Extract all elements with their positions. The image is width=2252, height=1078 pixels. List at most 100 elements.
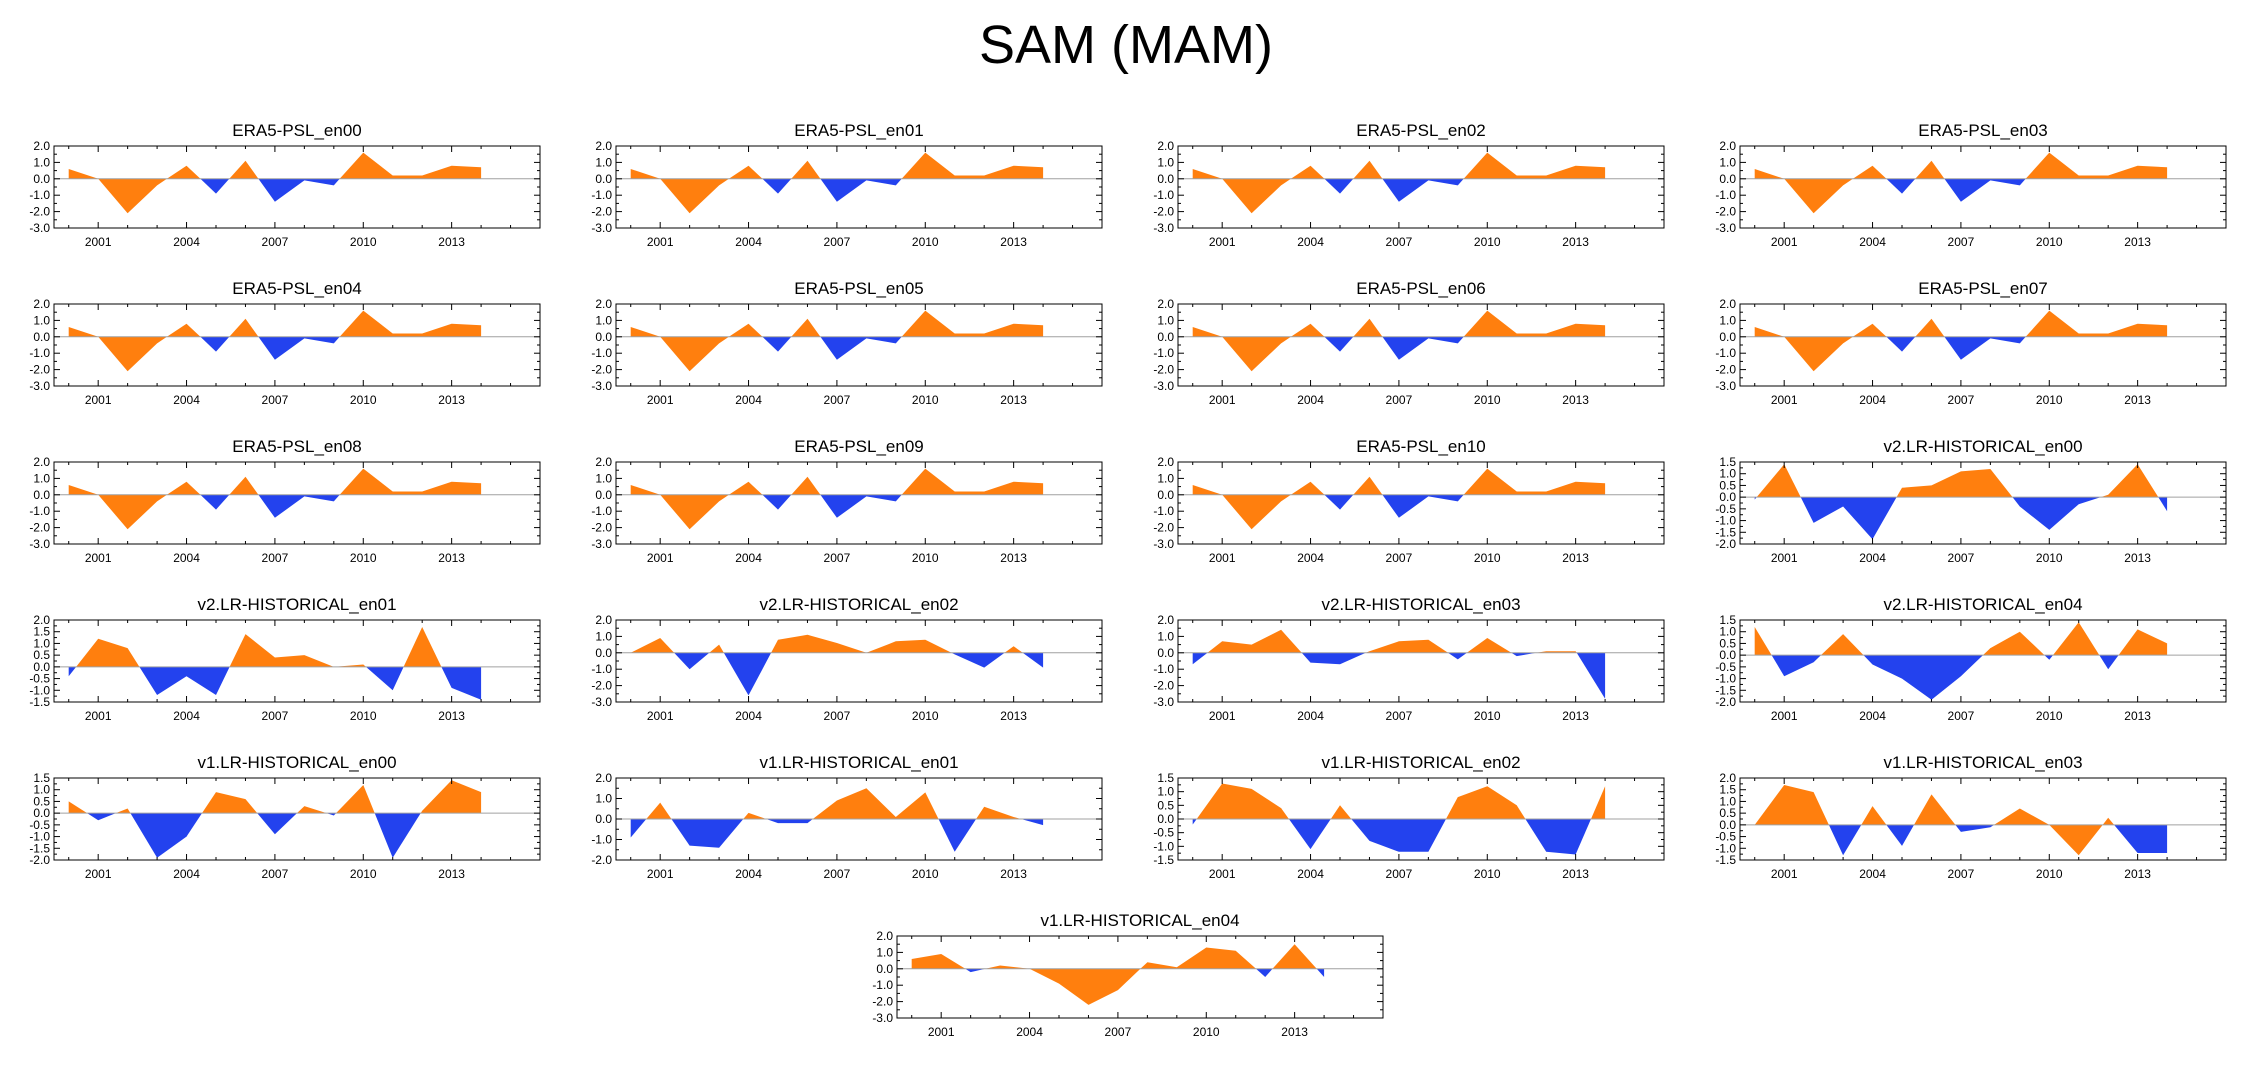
negative-anomaly-area bbox=[965, 968, 986, 973]
positive-anomaly-area bbox=[202, 792, 258, 814]
chart-panel: ERA5-PSL_en09 2.0 1.0 0.0 -1.0 -2.0 -3.0 2001 20… bbox=[591, 437, 1103, 565]
positive-anomaly-area bbox=[1290, 323, 1325, 337]
chart-panel: ERA5-PSL_en05 2.0 1.0 0.0 -1.0 -2.0 -3.0 2001 20… bbox=[591, 279, 1103, 407]
x-tick-label: 2004 bbox=[1297, 867, 1324, 881]
x-tick-label: 2007 bbox=[824, 867, 851, 881]
y-tick-label: -1.0 bbox=[1153, 346, 1174, 360]
x-tick-label: 2004 bbox=[173, 551, 200, 565]
positive-anomaly-area bbox=[728, 323, 763, 337]
positive-anomaly-area bbox=[68, 169, 167, 214]
y-tick-label: 1.0 bbox=[33, 636, 50, 650]
y-tick-label: 2.0 bbox=[595, 139, 612, 153]
positive-anomaly-area bbox=[68, 801, 88, 814]
negative-anomaly-area bbox=[671, 819, 744, 848]
y-tick-label: 0.0 bbox=[1157, 488, 1174, 502]
y-tick-label: 0.0 bbox=[1719, 330, 1736, 344]
chart-panel: v2.LR-HISTORICAL_en041.51.00.50.0-0.5-1.… bbox=[1715, 595, 2227, 723]
x-tick-label: 2007 bbox=[262, 867, 289, 881]
x-tick-label: 2010 bbox=[2036, 867, 2063, 881]
y-tick-label: 1.0 bbox=[1719, 467, 1736, 481]
positive-anomaly-area bbox=[1290, 165, 1325, 179]
positive-anomaly-area bbox=[1983, 631, 2045, 656]
panel-title: v2.LR-HISTORICAL_en02 bbox=[759, 595, 958, 614]
x-tick-label: 2013 bbox=[438, 393, 465, 407]
y-tick-label: -2.0 bbox=[1153, 679, 1174, 693]
x-tick-label: 2010 bbox=[1474, 551, 1501, 565]
negative-anomaly-area bbox=[820, 336, 902, 360]
y-tick-label: -2.0 bbox=[1715, 695, 1736, 709]
y-tick-label: -2.0 bbox=[591, 521, 612, 535]
y-tick-label: 1.0 bbox=[595, 155, 612, 169]
negative-anomaly-area bbox=[1886, 336, 1916, 352]
y-tick-label: -3.0 bbox=[591, 695, 612, 709]
positive-anomaly-area bbox=[1463, 310, 1606, 337]
x-tick-label: 2013 bbox=[2124, 867, 2151, 881]
panel-title: ERA5-PSL_en01 bbox=[794, 121, 923, 140]
x-tick-label: 2001 bbox=[85, 867, 112, 881]
positive-anomaly-area bbox=[1353, 318, 1383, 337]
positive-anomaly-area bbox=[1004, 646, 1023, 653]
y-tick-label: 1.5 bbox=[1719, 455, 1736, 469]
panel-title: ERA5-PSL_en09 bbox=[794, 437, 923, 456]
y-tick-label: 1.0 bbox=[1719, 313, 1736, 327]
positive-anomaly-area bbox=[115, 808, 131, 814]
positive-anomaly-area bbox=[297, 806, 327, 814]
chart-panel: v2.LR-HISTORICAL_en01 2.01.51.00.50.0-0.5… bbox=[29, 595, 541, 723]
y-tick-label: -1.5 bbox=[1715, 853, 1736, 867]
chart-panel: ERA5-PSL_en08 2.0 1.0 0.0 -1.0 -2.0 -3.0 2001 20… bbox=[29, 437, 541, 565]
chart-panel: ERA5-PSL_en06 2.0 1.0 0.0 -1.0 -2.0 -3.0 2001 20… bbox=[1153, 279, 1665, 407]
positive-anomaly-area bbox=[630, 485, 729, 530]
positive-anomaly-area bbox=[336, 785, 375, 814]
negative-anomaly-area bbox=[1288, 819, 1331, 850]
positive-anomaly-area bbox=[1852, 323, 1887, 337]
y-tick-label: 1.5 bbox=[1157, 771, 1174, 785]
y-tick-label: -1.0 bbox=[1153, 504, 1174, 518]
x-tick-label: 2001 bbox=[85, 393, 112, 407]
positive-anomaly-area bbox=[1192, 485, 1291, 530]
positive-anomaly-area bbox=[68, 327, 167, 372]
chart-panel: ERA5-PSL_en04 2.0 1.0 0.0 -1.0 -2.0 -3.0 2001 20… bbox=[29, 279, 541, 407]
positive-anomaly-area bbox=[1192, 327, 1291, 372]
y-tick-label: -1.0 bbox=[591, 833, 612, 847]
y-tick-label: -1.5 bbox=[1715, 525, 1736, 539]
x-tick-label: 2001 bbox=[1209, 393, 1236, 407]
positive-anomaly-area bbox=[2118, 629, 2168, 656]
negative-anomaly-area bbox=[366, 666, 404, 691]
y-tick-label: 1.0 bbox=[876, 945, 893, 959]
x-tick-label: 2007 bbox=[1386, 867, 1413, 881]
negative-anomaly-area bbox=[1576, 652, 1606, 699]
positive-anomaly-area bbox=[976, 806, 1021, 819]
y-tick-label: 1.0 bbox=[1719, 794, 1736, 808]
y-tick-label: -2.0 bbox=[1153, 205, 1174, 219]
y-tick-label: 2.0 bbox=[876, 929, 893, 943]
x-tick-label: 2013 bbox=[438, 551, 465, 565]
y-tick-label: 0.0 bbox=[1719, 490, 1736, 504]
x-tick-label: 2001 bbox=[1771, 393, 1798, 407]
y-tick-label: -0.5 bbox=[1715, 830, 1736, 844]
positive-anomaly-area bbox=[901, 152, 1044, 179]
x-tick-label: 2004 bbox=[735, 709, 762, 723]
x-tick-label: 2013 bbox=[1562, 551, 1589, 565]
x-tick-label: 2004 bbox=[1297, 235, 1324, 249]
y-tick-label: -2.0 bbox=[29, 853, 50, 867]
positive-anomaly-area bbox=[166, 323, 201, 337]
chart-panel: ERA5-PSL_en01 2.0 1.0 0.0 -1.0 -2.0 -3.0 2001 20… bbox=[591, 121, 1103, 249]
x-tick-label: 2010 bbox=[350, 709, 377, 723]
negative-anomaly-area bbox=[2158, 497, 2168, 512]
chart-panel: v2.LR-HISTORICAL_en001.51.00.50.0-0.5-1.… bbox=[1715, 437, 2227, 565]
positive-anomaly-area bbox=[229, 160, 259, 179]
positive-anomaly-area bbox=[1207, 629, 1302, 653]
panel-title: v1.LR-HISTORICAL_en03 bbox=[1883, 753, 2082, 772]
negative-anomaly-area bbox=[820, 178, 902, 202]
x-tick-label: 2013 bbox=[438, 709, 465, 723]
negative-anomaly-area bbox=[1448, 652, 1467, 660]
y-tick-label: 0.5 bbox=[1719, 636, 1736, 650]
negative-anomaly-area bbox=[1828, 824, 1862, 856]
negative-anomaly-area bbox=[258, 336, 340, 360]
negative-anomaly-area bbox=[1511, 652, 1537, 657]
chart-panel: v2.LR-HISTORICAL_en03 2.0 1.0 0.0 -1.0 -2.0 -3… bbox=[1153, 595, 1665, 723]
negative-anomaly-area bbox=[1955, 824, 1994, 832]
x-tick-label: 2007 bbox=[1948, 551, 1975, 565]
positive-anomaly-area bbox=[646, 802, 672, 819]
negative-anomaly-area bbox=[1324, 494, 1354, 510]
